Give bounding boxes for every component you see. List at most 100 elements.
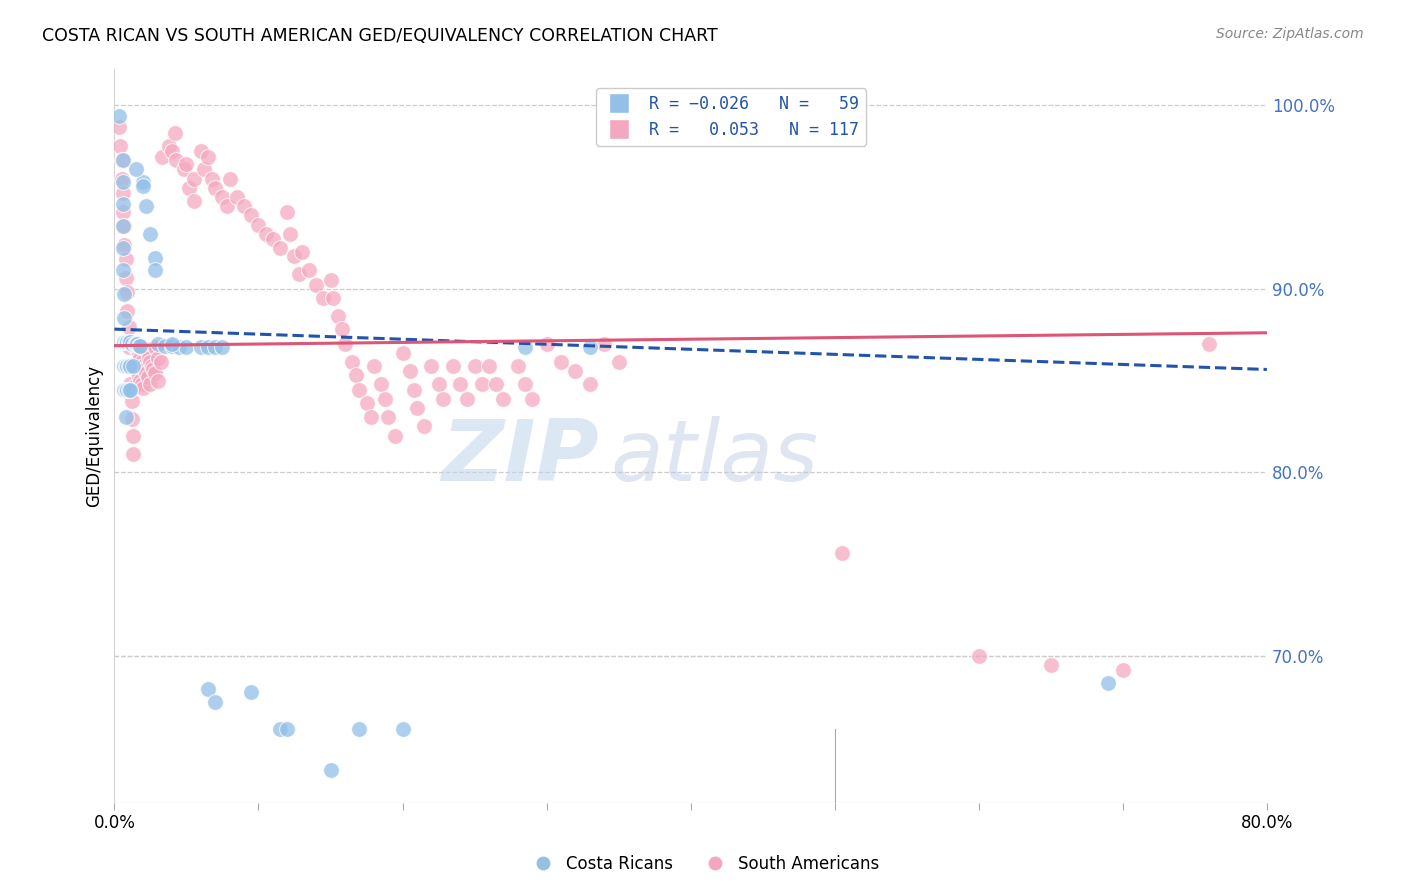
Point — [127, 364, 149, 378]
Point — [967, 648, 990, 663]
Point — [141, 359, 163, 373]
Point — [356, 395, 378, 409]
Point — [564, 364, 586, 378]
Point — [391, 346, 413, 360]
Point — [492, 392, 515, 406]
Point — [117, 359, 139, 373]
Point — [117, 285, 139, 300]
Point — [176, 341, 198, 355]
Point — [363, 359, 385, 373]
Point — [593, 336, 616, 351]
Point — [201, 171, 224, 186]
Point — [288, 267, 311, 281]
Point — [247, 218, 270, 232]
Point — [402, 383, 425, 397]
Point — [110, 171, 132, 186]
Point — [143, 341, 166, 355]
Point — [112, 153, 135, 168]
Point — [831, 546, 853, 560]
Point — [139, 355, 162, 369]
Point — [204, 181, 226, 195]
Point — [135, 343, 157, 357]
Point — [125, 341, 148, 355]
Point — [114, 237, 136, 252]
Point — [114, 334, 136, 349]
Point — [118, 383, 141, 397]
Point — [160, 144, 183, 158]
Point — [122, 447, 145, 461]
Point — [464, 359, 486, 373]
Point — [112, 197, 135, 211]
Point — [153, 338, 176, 352]
Point — [233, 199, 256, 213]
Point — [125, 336, 148, 351]
Point — [513, 341, 536, 355]
Point — [121, 393, 143, 408]
Point — [449, 377, 471, 392]
Point — [136, 346, 159, 360]
Point — [143, 263, 166, 277]
Point — [513, 377, 536, 392]
Point — [129, 374, 152, 388]
Point — [370, 377, 392, 392]
Point — [1097, 676, 1119, 690]
Point — [197, 681, 219, 696]
Point — [146, 351, 169, 366]
Point — [143, 251, 166, 265]
Point — [128, 369, 150, 384]
Point — [138, 351, 160, 366]
Point — [135, 199, 157, 213]
Point — [204, 341, 226, 355]
Point — [112, 219, 135, 234]
Point — [118, 334, 141, 349]
Point — [149, 355, 172, 369]
Point — [157, 138, 180, 153]
Point — [197, 341, 219, 355]
Point — [578, 341, 600, 355]
Point — [305, 278, 328, 293]
Point — [117, 334, 139, 349]
Point — [298, 263, 321, 277]
Point — [349, 722, 371, 736]
Point — [312, 291, 335, 305]
Point — [108, 138, 131, 153]
Point — [269, 722, 291, 736]
Point — [115, 359, 138, 373]
Point — [278, 227, 301, 241]
Point — [142, 362, 165, 376]
Point — [167, 341, 190, 355]
Point — [276, 722, 298, 736]
Point — [132, 359, 155, 373]
Point — [262, 232, 284, 246]
Point — [124, 341, 146, 355]
Point — [536, 336, 558, 351]
Point — [110, 153, 132, 168]
Point — [183, 194, 205, 208]
Point — [197, 150, 219, 164]
Point — [1198, 336, 1220, 351]
Point — [269, 241, 291, 255]
Point — [112, 241, 135, 255]
Point — [330, 322, 353, 336]
Point — [398, 364, 420, 378]
Point — [112, 263, 135, 277]
Point — [406, 401, 429, 415]
Point — [218, 171, 240, 186]
Point — [427, 377, 450, 392]
Point — [114, 219, 136, 234]
Point — [165, 153, 187, 168]
Text: atlas: atlas — [610, 416, 818, 500]
Point — [326, 310, 349, 324]
Point — [146, 336, 169, 351]
Point — [136, 369, 159, 384]
Point — [124, 360, 146, 375]
Point — [132, 381, 155, 395]
Point — [441, 359, 464, 373]
Point — [124, 379, 146, 393]
Point — [349, 383, 371, 397]
Point — [160, 338, 183, 352]
Point — [124, 336, 146, 351]
Y-axis label: GED/Equivalency: GED/Equivalency — [86, 365, 103, 507]
Point — [107, 120, 129, 135]
Point — [456, 392, 478, 406]
